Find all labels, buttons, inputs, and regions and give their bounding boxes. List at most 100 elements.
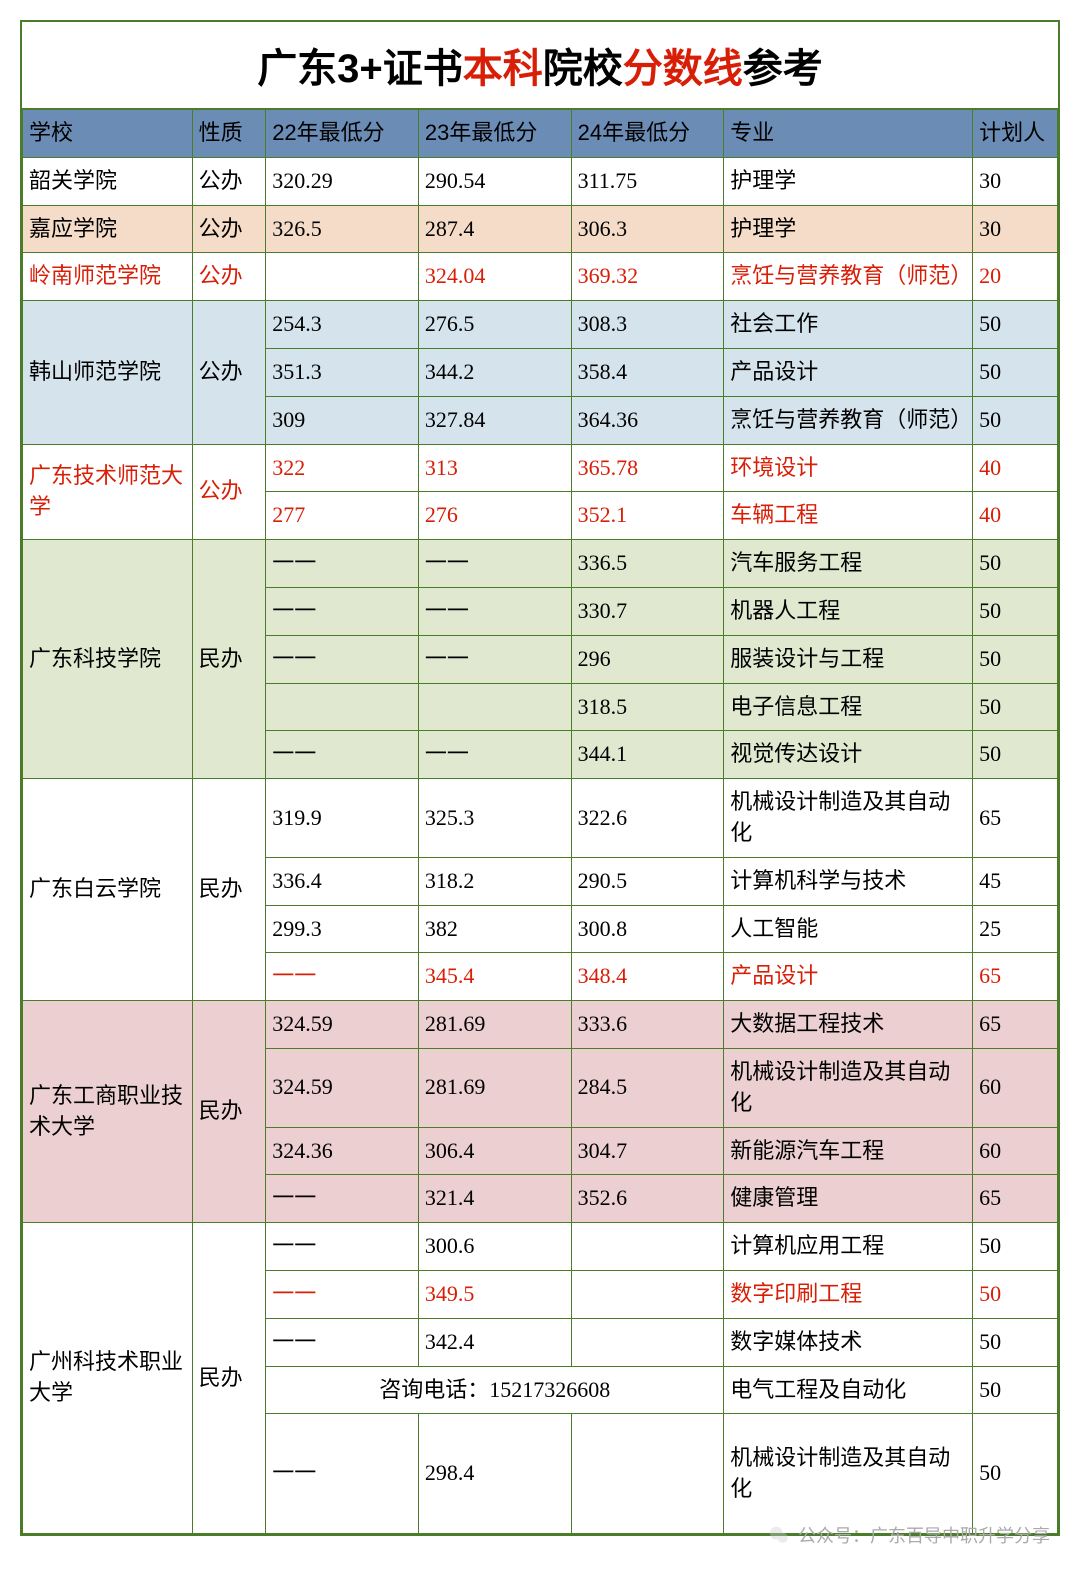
table-cell: 护理学	[724, 205, 973, 253]
table-cell: 364.36	[571, 396, 724, 444]
table-cell: 60	[973, 1048, 1058, 1127]
table-cell: 298.4	[418, 1414, 571, 1534]
table-cell: 产品设计	[724, 348, 973, 396]
table-cell: 计算机应用工程	[724, 1223, 973, 1271]
table-cell: 290.5	[571, 857, 724, 905]
table-cell: 一一	[418, 540, 571, 588]
table-cell: 344.2	[418, 348, 571, 396]
wechat-icon	[768, 1524, 790, 1546]
table-cell: 50	[973, 301, 1058, 349]
table-header-cell: 23年最低分	[418, 110, 571, 158]
table-cell: 一一	[266, 587, 419, 635]
title-part-1: 本科	[463, 47, 543, 91]
table-cell: 数字媒体技术	[724, 1318, 973, 1366]
table-cell: 25	[973, 905, 1058, 953]
table-cell: 汽车服务工程	[724, 540, 973, 588]
table-cell: 机器人工程	[724, 587, 973, 635]
table-cell	[571, 1414, 724, 1534]
table-cell: 一一	[266, 540, 419, 588]
table-cell: 一一	[266, 1318, 419, 1366]
table-cell: 机械设计制造及其自动化	[724, 1414, 973, 1534]
table-cell: 40	[973, 444, 1058, 492]
table-cell: 视觉传达设计	[724, 731, 973, 779]
table-cell: 290.54	[418, 157, 571, 205]
table-cell: 352.1	[571, 492, 724, 540]
table-cell: 342.4	[418, 1318, 571, 1366]
table-cell: 308.3	[571, 301, 724, 349]
table-cell: 358.4	[571, 348, 724, 396]
page-title: 广东3+证书本科院校分数线参考	[22, 22, 1058, 109]
table-cell: 281.69	[418, 1048, 571, 1127]
table-cell: 322	[266, 444, 419, 492]
table-cell: 325.3	[418, 779, 571, 858]
table-cell: 326.5	[266, 205, 419, 253]
table-cell: 环境设计	[724, 444, 973, 492]
title-part-3: 分数线	[623, 47, 743, 91]
table-cell: 320.29	[266, 157, 419, 205]
table-cell: 一一	[266, 953, 419, 1001]
table-row: 韩山师范学院公办254.3276.5308.3社会工作50	[23, 301, 1058, 349]
table-cell: 公办	[192, 301, 266, 444]
table-cell: 50	[973, 1270, 1058, 1318]
table-cell	[571, 1223, 724, 1271]
table-cell: 345.4	[418, 953, 571, 1001]
table-cell: 40	[973, 492, 1058, 540]
table-cell: 324.04	[418, 253, 571, 301]
title-part-2: 院校	[543, 47, 623, 91]
table-cell: 299.3	[266, 905, 419, 953]
table-cell: 计算机科学与技术	[724, 857, 973, 905]
table-cell: 330.7	[571, 587, 724, 635]
table-header-cell: 专业	[724, 110, 973, 158]
table-cell: 30	[973, 157, 1058, 205]
table-cell: 新能源汽车工程	[724, 1127, 973, 1175]
table-cell: 一一	[418, 587, 571, 635]
table-cell: 311.75	[571, 157, 724, 205]
table-cell: 民办	[192, 779, 266, 1001]
table-cell	[266, 253, 419, 301]
table-cell: 65	[973, 1175, 1058, 1223]
table-row: 广东白云学院民办319.9325.3322.6机械设计制造及其自动化65	[23, 779, 1058, 858]
table-cell: 一一	[418, 731, 571, 779]
table-cell: 50	[973, 396, 1058, 444]
table-cell: 30	[973, 205, 1058, 253]
table-cell: 50	[973, 1223, 1058, 1271]
table-cell: 318.2	[418, 857, 571, 905]
table-cell: 369.32	[571, 253, 724, 301]
table-row: 岭南师范学院公办324.04369.32烹饪与营养教育（师范）20	[23, 253, 1058, 301]
table-cell: 机械设计制造及其自动化	[724, 1048, 973, 1127]
table-cell: 公办	[192, 157, 266, 205]
table-cell: 一一	[266, 1175, 419, 1223]
table-cell: 309	[266, 396, 419, 444]
table-cell: 281.69	[418, 1001, 571, 1049]
table-cell: 电气工程及自动化	[724, 1366, 973, 1414]
table-cell: 306.3	[571, 205, 724, 253]
table-cell: 烹饪与营养教育（师范）	[724, 253, 973, 301]
table-cell: 民办	[192, 1001, 266, 1223]
table-cell: 韩山师范学院	[23, 301, 193, 444]
table-cell: 一一	[266, 635, 419, 683]
table-cell: 公办	[192, 205, 266, 253]
table-cell: 烹饪与营养教育（师范）	[724, 396, 973, 444]
table-row: 广东技术师范大学公办322313365.78环境设计40	[23, 444, 1058, 492]
table-cell: 50	[973, 731, 1058, 779]
table-cell: 318.5	[571, 683, 724, 731]
table-cell: 327.84	[418, 396, 571, 444]
table-cell: 20	[973, 253, 1058, 301]
table-cell: 322.6	[571, 779, 724, 858]
table-cell: 333.6	[571, 1001, 724, 1049]
table-cell: 数字印刷工程	[724, 1270, 973, 1318]
table-cell	[571, 1318, 724, 1366]
table-cell: 岭南师范学院	[23, 253, 193, 301]
table-cell: 50	[973, 1414, 1058, 1534]
contact-cell: 咨询电话：15217326608	[266, 1366, 724, 1414]
table-row: 嘉应学院公办326.5287.4306.3护理学30	[23, 205, 1058, 253]
table-header-cell: 24年最低分	[571, 110, 724, 158]
table-header-cell: 计划人	[973, 110, 1058, 158]
table-cell: 50	[973, 348, 1058, 396]
table-cell: 300.6	[418, 1223, 571, 1271]
table-cell: 349.5	[418, 1270, 571, 1318]
table-cell: 广东科技学院	[23, 540, 193, 779]
table-cell: 50	[973, 587, 1058, 635]
table-cell: 公办	[192, 444, 266, 540]
table-cell: 336.4	[266, 857, 419, 905]
